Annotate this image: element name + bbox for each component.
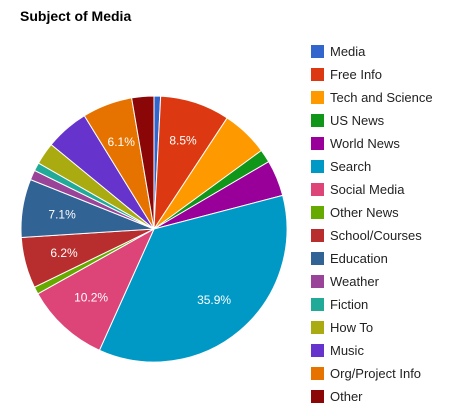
- pie-slice-search: [98, 194, 288, 363]
- legend-item-media: Media: [311, 43, 433, 66]
- chart-title: Subject of Media: [20, 8, 132, 24]
- legend-item-free-info: Free Info: [311, 66, 433, 89]
- legend-label: Org/Project Info: [330, 366, 422, 381]
- data-label-social-media: 10.2%: [74, 291, 108, 305]
- legend-label: Tech and Science: [330, 90, 433, 105]
- legend-item-how-to: How To: [311, 319, 433, 342]
- legend-item-us-news: US News: [311, 112, 433, 135]
- legend-swatch: [311, 275, 324, 288]
- legend-swatch: [311, 160, 324, 173]
- legend-label: Social Media: [330, 182, 405, 197]
- legend-swatch: [311, 137, 324, 150]
- legend-item-search: Search: [311, 158, 433, 181]
- legend-label: World News: [330, 136, 400, 151]
- data-label-org-project-info: 6.1%: [108, 135, 136, 149]
- legend-item-weather: Weather: [311, 273, 433, 296]
- legend-label: Weather: [330, 274, 379, 289]
- legend-item-music: Music: [311, 342, 433, 365]
- legend-label: Other: [330, 389, 363, 404]
- legend-item-world-news: World News: [311, 135, 433, 158]
- legend-swatch: [311, 183, 324, 196]
- legend-item-education: Education: [311, 250, 433, 273]
- legend-label: How To: [330, 320, 374, 335]
- legend-label: Music: [330, 343, 364, 358]
- legend-swatch: [311, 298, 324, 311]
- legend-label: Free Info: [330, 67, 383, 82]
- legend-label: US News: [330, 113, 385, 128]
- legend-item-org-project-info: Org/Project Info: [311, 365, 433, 388]
- legend-item-tech-and-science: Tech and Science: [311, 89, 433, 112]
- legend-item-other-news: Other News: [311, 204, 433, 227]
- legend-label: Fiction: [330, 297, 369, 312]
- legend-label: School/Courses: [330, 228, 422, 243]
- legend-swatch: [311, 344, 324, 357]
- legend-swatch: [311, 390, 324, 403]
- legend-swatch: [311, 206, 324, 219]
- legend-item-school-courses: School/Courses: [311, 227, 433, 250]
- pie-slice-social-media: [37, 227, 156, 351]
- data-label-school-courses: 6.2%: [50, 246, 78, 260]
- legend-swatch: [311, 68, 324, 81]
- legend: Media Free Info Tech and Science US News Wor…: [311, 43, 433, 411]
- legend-item-social-media: Social Media: [311, 181, 433, 204]
- legend-swatch: [311, 321, 324, 334]
- legend-label: Other News: [330, 205, 399, 220]
- data-label-free-info: 8.5%: [169, 134, 197, 148]
- legend-label: Search: [330, 159, 372, 174]
- data-label-education: 7.1%: [48, 207, 76, 221]
- legend-item-fiction: Fiction: [311, 296, 433, 319]
- legend-item-other: Other: [311, 388, 433, 411]
- legend-label: Media: [330, 44, 366, 59]
- legend-label: Education: [330, 251, 388, 266]
- legend-swatch: [311, 367, 324, 380]
- pie-slice-other: [131, 95, 155, 230]
- legend-swatch: [311, 229, 324, 242]
- data-label-search: 35.9%: [197, 293, 231, 307]
- legend-swatch: [311, 91, 324, 104]
- legend-swatch: [311, 252, 324, 265]
- legend-swatch: [311, 114, 324, 127]
- legend-swatch: [311, 45, 324, 58]
